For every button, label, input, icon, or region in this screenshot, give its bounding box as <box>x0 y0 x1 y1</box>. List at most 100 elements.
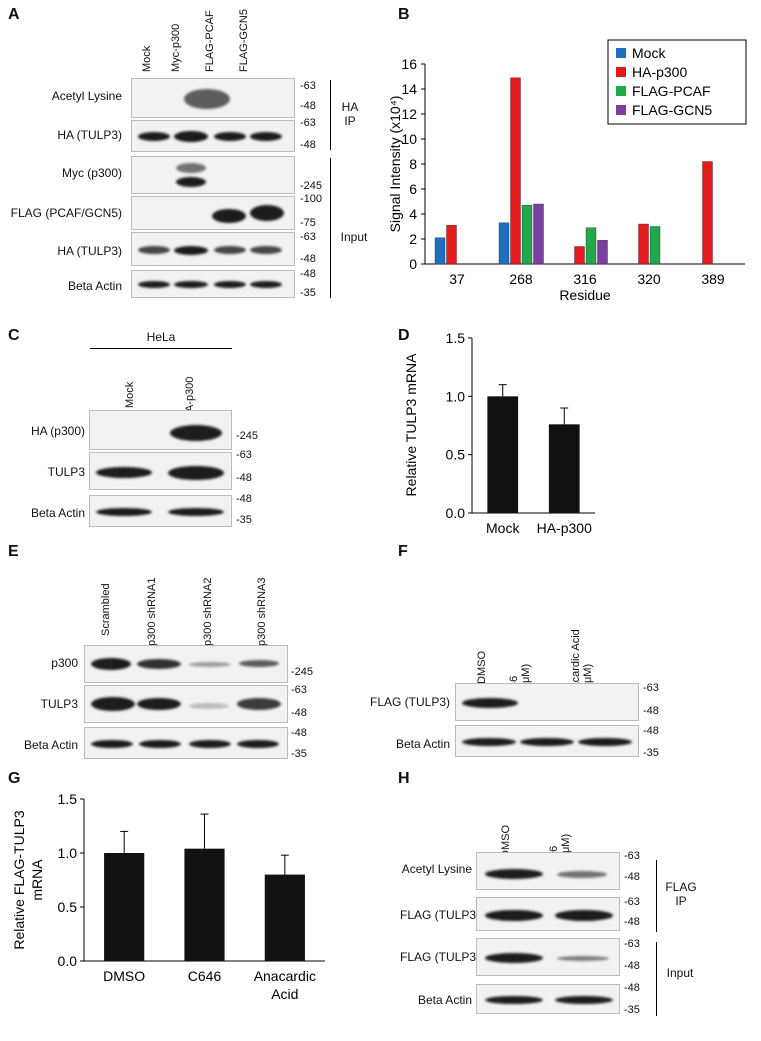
bracket-ip <box>330 80 331 150</box>
mw-marker: -48 <box>643 725 659 737</box>
y-tick-label: 10 <box>401 131 417 147</box>
row-label: TULP3 <box>40 697 78 711</box>
mw-marker: -63 <box>643 682 659 694</box>
blot-beta-actin <box>131 270 295 298</box>
panel-b-label: B <box>398 6 410 23</box>
mw-marker: -48 <box>300 253 316 265</box>
blot-acetyl-lysine <box>131 78 295 118</box>
mw-marker: -48 <box>291 727 307 739</box>
legend-swatch <box>616 86 626 96</box>
row-label: p300 <box>51 656 78 670</box>
mw-marker: -35 <box>236 514 252 526</box>
x-tick-label: C646 <box>188 968 222 984</box>
panel-b-chart: 0 2 4 6 8 10 12 14 16 37 268 316 320 389 Residue Signal… <box>387 39 747 303</box>
blot-beta-actin <box>89 495 232 527</box>
mw-marker: -48 <box>624 982 640 994</box>
mw-marker: -245 <box>236 430 259 442</box>
row-label: Acetyl Lysine <box>401 862 472 876</box>
y-axis-label: Signal Intensity (x10⁴) <box>387 96 403 233</box>
panel-h-label: H <box>398 770 410 787</box>
row-label: HA (TULP3) <box>57 244 122 258</box>
group-label-input: Input <box>666 966 694 980</box>
group-label-flag: FLAG <box>665 880 697 894</box>
mw-marker: -63 <box>300 231 316 243</box>
legend-entry: HA-p300 <box>632 64 687 80</box>
panel-f-label: F <box>398 543 408 560</box>
mw-marker: -63 <box>291 684 307 696</box>
bar <box>498 222 510 265</box>
bar <box>446 225 457 265</box>
y-tick-label: 6 <box>409 181 417 197</box>
row-label: TULP3 <box>47 465 85 479</box>
y-tick-label: 0 <box>409 256 417 272</box>
lane-label: p300 shRNA2 <box>202 577 214 647</box>
y-tick-label: 0.0 <box>58 953 78 969</box>
bar <box>649 226 661 265</box>
mw-marker: -48 <box>300 100 316 112</box>
mw-marker: -48 <box>624 916 640 928</box>
bar <box>638 223 649 265</box>
bracket-input <box>656 942 657 1016</box>
y-axis-label: mRNA <box>29 859 45 901</box>
blot-flag-pcaf-gcn5 <box>131 196 295 230</box>
bar <box>597 240 608 265</box>
blot-ha-p300 <box>89 410 232 450</box>
x-tick-label: Anacardic <box>254 968 316 984</box>
bar <box>548 424 580 513</box>
bracket-input <box>330 158 331 298</box>
blot-ha-tulp3-input <box>131 232 295 266</box>
row-label: Beta Actin <box>30 506 85 520</box>
mw-marker: -245 <box>300 180 323 192</box>
lane-label: FLAG-PCAF <box>204 10 216 72</box>
y-tick-label: 0.0 <box>446 505 466 521</box>
legend-entry: FLAG-PCAF <box>632 83 711 99</box>
x-tick-label: 316 <box>573 271 597 287</box>
legend-entry: Mock <box>632 45 666 61</box>
bar <box>585 227 597 265</box>
mw-marker: -35 <box>624 1004 640 1016</box>
bar <box>104 853 145 961</box>
panel-g-chart: 0.0 0.5 1.0 1.5 DMSO C646 Anacardic Acid Relativ… <box>11 791 325 1002</box>
x-tick-label: 389 <box>701 271 725 287</box>
panel-c-label: C <box>8 327 20 344</box>
legend-swatch <box>616 48 626 58</box>
x-tick-label: Mock <box>486 520 520 536</box>
lane-label: p300 shRNA3 <box>256 577 268 647</box>
mw-marker: -35 <box>643 747 659 759</box>
bar <box>434 237 446 265</box>
x-tick-label: DMSO <box>103 968 145 984</box>
blot-tulp3 <box>89 452 232 490</box>
bar <box>533 203 544 265</box>
mw-marker: -245 <box>291 666 314 678</box>
mw-marker: -63 <box>300 117 316 129</box>
panel-g-label: G <box>8 770 21 787</box>
row-label: HA (p300) <box>30 424 85 438</box>
bar <box>184 848 225 961</box>
y-tick-label: 16 <box>401 56 417 72</box>
row-label: Myc (p300) <box>61 166 122 180</box>
mw-marker: -63 <box>624 850 640 862</box>
panel-d-label: D <box>398 327 410 344</box>
row-label: HA (TULP3) <box>57 128 122 142</box>
y-tick-label: 4 <box>409 206 417 222</box>
bar <box>702 161 713 265</box>
blot-beta-actin <box>476 984 620 1014</box>
mw-marker: -48 <box>300 268 316 280</box>
lane-label: FLAG-GCN5 <box>238 9 250 72</box>
row-label: FLAG (PCAF/GCN5) <box>10 206 122 220</box>
x-tick-label: 268 <box>509 271 533 287</box>
panel-e-label: E <box>8 543 19 560</box>
bar <box>487 396 519 513</box>
mw-marker: -63 <box>236 449 252 461</box>
legend-box <box>607 39 747 125</box>
mw-marker: -48 <box>291 707 307 719</box>
y-axis-label: Relative FLAG-TULP3 <box>11 810 27 949</box>
row-label: Beta Actin <box>417 993 472 1007</box>
blot-beta-actin <box>455 725 639 757</box>
mw-marker: -48 <box>236 493 252 505</box>
mw-marker: -35 <box>291 748 307 760</box>
panel-a-label: A <box>8 6 20 23</box>
row-label: FLAG (TULP3) <box>400 908 481 922</box>
blot-myc-p300 <box>131 156 295 194</box>
group-label-input: Input <box>340 230 368 244</box>
